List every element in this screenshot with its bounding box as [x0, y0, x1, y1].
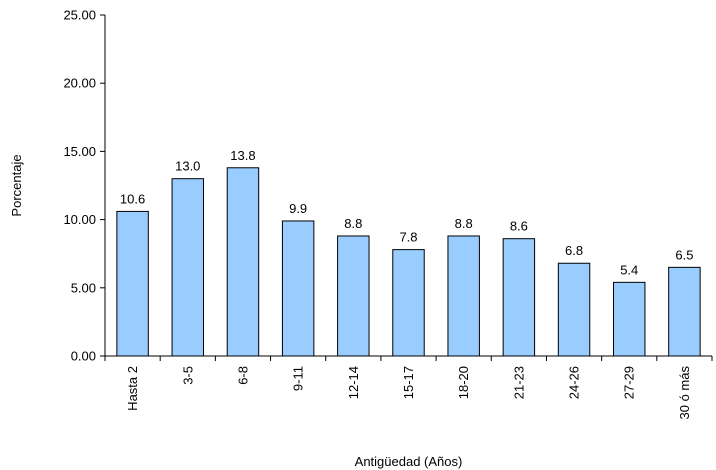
- axes-layer: [104, 15, 712, 357]
- x-category-label: 3-5: [180, 366, 195, 385]
- x-category-label: 12-14: [346, 366, 361, 399]
- bar-value-label: 10.6: [120, 191, 145, 206]
- x-axis-title: Antigüedad (Años): [355, 454, 463, 469]
- y-tick-label: 5.00: [71, 280, 96, 295]
- bar: [281, 220, 315, 357]
- bar-value-label: 8.8: [344, 216, 362, 231]
- x-category-label: 9-11: [291, 366, 306, 391]
- y-tick-label: 20.00: [63, 76, 96, 91]
- x-category-label: 18-20: [456, 366, 471, 399]
- x-ticks-layer: Hasta 2 3-5 6-8 9-11 12-14 15-17 18-20 21-23 24-…: [104, 356, 713, 420]
- x-category-label: 27-29: [622, 366, 637, 399]
- bar-value-label: 13.0: [175, 159, 200, 174]
- bar-value-label: 13.8: [230, 148, 255, 163]
- bar-value-label: 7.8: [399, 230, 417, 245]
- x-category-label: 30 ó más: [677, 366, 692, 420]
- bar-value-label: 8.8: [455, 216, 473, 231]
- bars-layer: [116, 167, 701, 357]
- bar-value-label: 5.4: [620, 262, 638, 277]
- y-ticks-layer: 0.00 5.00 10.00 15.00 20.00 25.00: [63, 8, 105, 364]
- bar-value-label: 6.5: [675, 247, 693, 262]
- y-tick-label: 15.00: [63, 144, 96, 159]
- x-category-label: 21-23: [511, 366, 526, 399]
- data-labels-layer: 10.6 13.0 13.8 9.9 8.8 7.8 8.8 8.6 6.8 5.4 6.5: [120, 148, 694, 278]
- bar: [116, 210, 149, 357]
- bar: [668, 266, 701, 357]
- y-tick-label: 10.00: [63, 212, 96, 227]
- bar: [447, 235, 480, 357]
- bar: [171, 178, 204, 357]
- x-category-label: 6-8: [235, 366, 250, 385]
- bar-value-label: 6.8: [565, 243, 583, 258]
- bar: [557, 262, 591, 357]
- bar: [613, 281, 646, 357]
- y-tick-label: 0.00: [71, 349, 96, 364]
- bar-value-label: 9.9: [289, 201, 307, 216]
- bar: [502, 238, 536, 357]
- x-category-label: 15-17: [401, 366, 416, 399]
- bar: [226, 167, 260, 357]
- bar-value-label: 8.6: [510, 219, 528, 234]
- bar: [392, 249, 425, 357]
- bar: [337, 235, 370, 357]
- x-category-label: 24-26: [567, 366, 582, 399]
- y-axis-title: Porcentaje: [9, 154, 24, 216]
- x-category-label: Hasta 2: [125, 366, 140, 411]
- y-tick-label: 25.00: [63, 8, 96, 23]
